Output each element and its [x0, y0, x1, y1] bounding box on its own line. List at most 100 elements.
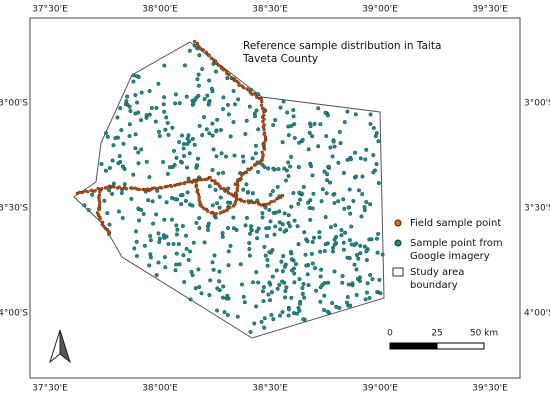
google-point	[282, 166, 287, 171]
google-point	[194, 220, 199, 225]
google-point	[139, 147, 144, 152]
google-point	[221, 170, 226, 175]
google-point	[364, 249, 369, 254]
google-point	[277, 209, 282, 214]
field-point	[242, 199, 247, 204]
google-point	[284, 178, 289, 183]
google-point	[325, 172, 330, 177]
google-point	[325, 178, 330, 183]
google-point	[214, 201, 219, 206]
google-point	[207, 293, 212, 298]
google-point	[162, 217, 167, 222]
google-point	[261, 285, 266, 290]
field-point	[259, 103, 264, 108]
google-point	[363, 157, 368, 162]
google-point	[268, 219, 273, 224]
google-point	[276, 166, 281, 171]
google-point	[226, 249, 231, 254]
field-point	[263, 138, 268, 143]
field-point	[207, 53, 211, 57]
google-point	[297, 308, 302, 313]
google-point	[324, 191, 329, 196]
google-point	[332, 269, 337, 274]
scale-label: 25	[431, 329, 442, 339]
lat-label: 3°00'S	[0, 99, 28, 109]
google-point	[166, 132, 171, 137]
google-point	[131, 73, 136, 78]
google-point	[269, 312, 274, 317]
google-point	[185, 190, 190, 195]
google-point	[256, 169, 261, 174]
google-point	[376, 139, 381, 144]
google-point	[102, 198, 107, 203]
google-point	[296, 165, 301, 170]
google-point	[318, 249, 323, 254]
google-point	[190, 136, 195, 141]
google-point	[240, 154, 245, 159]
google-point	[202, 240, 207, 245]
field-point	[196, 192, 201, 196]
field-point	[186, 180, 190, 184]
google-point	[255, 236, 260, 241]
google-point	[267, 207, 272, 212]
google-point	[217, 205, 222, 210]
google-point	[319, 267, 324, 272]
google-point	[250, 156, 255, 161]
google-point	[286, 173, 291, 178]
google-point	[119, 190, 124, 195]
google-point	[194, 165, 199, 170]
google-point	[231, 88, 236, 93]
google-point	[116, 209, 121, 214]
google-point	[370, 277, 375, 282]
lon-label: 38°00'E	[142, 5, 178, 15]
google-point	[333, 223, 338, 228]
field-point	[98, 187, 103, 191]
google-point	[239, 282, 244, 287]
google-point	[310, 206, 315, 211]
google-point	[308, 198, 313, 203]
google-point	[141, 211, 146, 216]
field-point	[257, 161, 261, 166]
google-point	[206, 221, 211, 226]
google-point	[218, 195, 223, 200]
google-point	[162, 63, 167, 68]
google-point	[150, 199, 155, 204]
google-point	[342, 120, 347, 125]
google-point	[263, 253, 268, 258]
google-point	[261, 299, 266, 304]
google-point	[344, 300, 349, 305]
google-point	[289, 204, 294, 209]
google-point	[127, 133, 132, 138]
google-point	[243, 131, 248, 136]
google-point	[291, 114, 296, 119]
google-point	[283, 295, 288, 300]
google-point	[310, 134, 315, 139]
google-point	[297, 277, 302, 282]
google-point	[215, 117, 220, 122]
google-point	[99, 161, 104, 166]
google-point	[331, 192, 336, 197]
google-point	[103, 131, 108, 136]
google-point	[164, 234, 169, 239]
google-point	[289, 154, 294, 159]
field-point	[98, 200, 102, 205]
google-point	[301, 184, 306, 189]
field-point	[197, 195, 201, 199]
google-point	[378, 291, 383, 296]
google-point	[252, 114, 257, 119]
google-point	[325, 241, 330, 246]
field-point	[97, 190, 102, 194]
google-point	[279, 259, 284, 264]
google-point	[310, 173, 315, 178]
google-point	[180, 223, 185, 228]
google-point	[111, 143, 116, 148]
google-point	[295, 311, 300, 316]
google-point	[360, 174, 365, 179]
google-point	[288, 249, 293, 254]
google-point	[262, 244, 267, 249]
google-point	[214, 154, 219, 159]
north-arrow	[49, 329, 71, 364]
google-point	[278, 227, 283, 232]
google-point	[221, 107, 226, 112]
